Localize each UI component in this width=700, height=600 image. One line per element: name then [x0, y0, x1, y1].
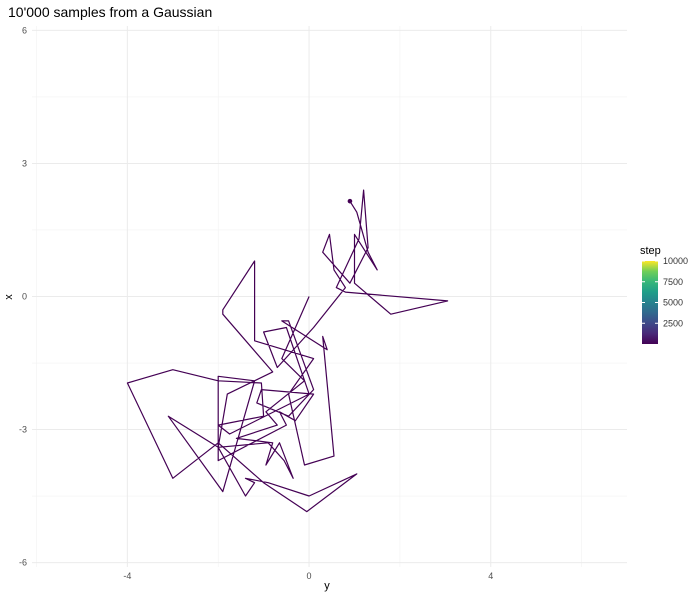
x-axis-ticks: -4 0 4: [123, 571, 493, 581]
x-tick-label: -4: [123, 571, 131, 581]
x-tick-label: 0: [307, 571, 312, 581]
y-tick-label: -3: [19, 425, 27, 435]
y-tick-label: -6: [19, 558, 27, 568]
y-tick-label: 0: [22, 292, 27, 302]
legend-breaks: 2500 5000 7500 10000: [642, 256, 688, 328]
legend-break-label: 5000: [663, 298, 683, 308]
y-axis-label: x: [3, 294, 15, 300]
legend-title: step: [640, 245, 661, 257]
y-tick-label: 3: [22, 158, 27, 168]
legend-break-label: 7500: [663, 277, 683, 287]
x-tick-label: 4: [488, 571, 493, 581]
series-layer: [126, 189, 449, 513]
legend-break-label: 10000: [663, 256, 688, 266]
series-line: [126, 189, 449, 513]
y-axis-ticks: -6 -3 0 3 6: [19, 25, 27, 567]
series-endpoint: [347, 198, 353, 204]
legend: step 2500 5000 7500 10000: [640, 245, 688, 344]
x-axis-label: y: [324, 580, 330, 592]
chart-title: 10'000 samples from a Gaussian: [8, 4, 213, 20]
legend-break-label: 2500: [663, 318, 683, 328]
major-gridlines: [32, 26, 627, 567]
legend-colorbar: [642, 261, 658, 344]
y-tick-label: 6: [22, 25, 27, 35]
